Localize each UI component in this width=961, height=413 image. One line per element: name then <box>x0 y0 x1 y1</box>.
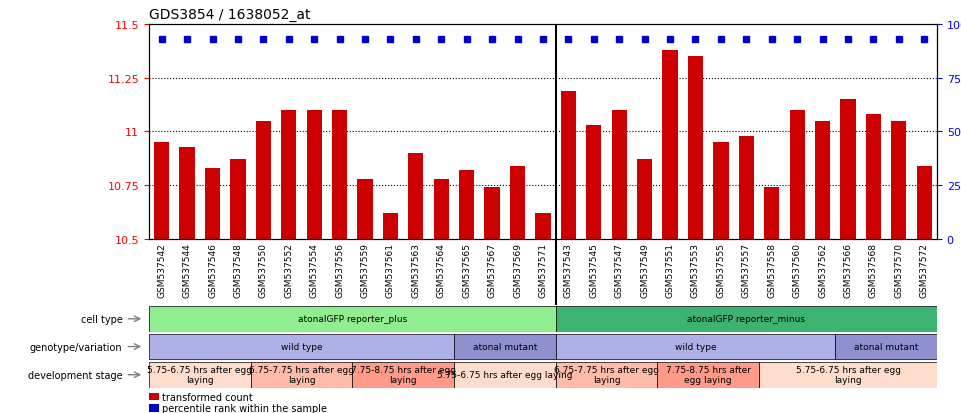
FancyBboxPatch shape <box>149 306 555 332</box>
Bar <box>433 179 449 240</box>
Text: GSM537544: GSM537544 <box>183 243 191 297</box>
Text: 5.75-6.75 hrs after egg
laying: 5.75-6.75 hrs after egg laying <box>796 365 900 385</box>
Bar <box>764 188 779 240</box>
Text: GSM537565: GSM537565 <box>462 243 471 298</box>
Text: GSM537554: GSM537554 <box>309 243 319 298</box>
Bar <box>154 143 169 240</box>
FancyBboxPatch shape <box>759 362 937 388</box>
Text: genotype/variation: genotype/variation <box>30 342 123 352</box>
Text: GSM537564: GSM537564 <box>437 243 446 298</box>
Bar <box>840 100 855 240</box>
Text: transformed count: transformed count <box>162 392 253 401</box>
Text: GSM537561: GSM537561 <box>386 243 395 298</box>
Text: cell type: cell type <box>81 314 123 324</box>
Bar <box>917 166 932 240</box>
Text: 7.75-8.75 hrs after egg
laying: 7.75-8.75 hrs after egg laying <box>351 365 456 385</box>
Bar <box>332 111 347 240</box>
Bar <box>561 91 576 240</box>
Text: GSM537543: GSM537543 <box>564 243 573 298</box>
FancyBboxPatch shape <box>353 362 454 388</box>
Text: GSM537545: GSM537545 <box>589 243 599 298</box>
Text: GSM537557: GSM537557 <box>742 243 751 298</box>
Text: GSM537546: GSM537546 <box>208 243 217 298</box>
Text: atonal mutant: atonal mutant <box>473 342 537 351</box>
Bar <box>382 214 398 240</box>
Text: GSM537542: GSM537542 <box>158 243 166 297</box>
Text: 7.75-8.75 hrs after
egg laying: 7.75-8.75 hrs after egg laying <box>666 365 751 385</box>
Bar <box>307 111 322 240</box>
Text: GSM537562: GSM537562 <box>818 243 827 298</box>
Text: GSM537549: GSM537549 <box>640 243 649 298</box>
Bar <box>815 121 830 240</box>
Text: GSM537566: GSM537566 <box>844 243 852 298</box>
Bar <box>408 154 424 240</box>
Bar <box>611 111 627 240</box>
Text: GSM537550: GSM537550 <box>259 243 268 298</box>
Text: atonal mutant: atonal mutant <box>854 342 919 351</box>
Text: GSM537553: GSM537553 <box>691 243 700 298</box>
Text: GSM537547: GSM537547 <box>615 243 624 298</box>
Text: percentile rank within the sample: percentile rank within the sample <box>162 403 328 413</box>
Text: development stage: development stage <box>28 370 123 380</box>
Text: 5.75-6.75 hrs after egg
laying: 5.75-6.75 hrs after egg laying <box>147 365 253 385</box>
Text: GSM537571: GSM537571 <box>538 243 548 298</box>
Text: GDS3854 / 1638052_at: GDS3854 / 1638052_at <box>149 8 310 22</box>
Text: GSM537552: GSM537552 <box>284 243 293 298</box>
Text: GSM537559: GSM537559 <box>360 243 370 298</box>
Bar <box>510 166 525 240</box>
Text: GSM537555: GSM537555 <box>716 243 726 298</box>
Text: GSM537570: GSM537570 <box>895 243 903 298</box>
Text: GSM537551: GSM537551 <box>666 243 675 298</box>
Bar <box>891 121 906 240</box>
Bar <box>256 121 271 240</box>
Text: GSM537568: GSM537568 <box>869 243 878 298</box>
Text: 5.75-6.75 hrs after egg laying: 5.75-6.75 hrs after egg laying <box>437 370 573 379</box>
Bar <box>205 169 220 240</box>
Text: GSM537572: GSM537572 <box>920 243 928 298</box>
Text: GSM537560: GSM537560 <box>793 243 801 298</box>
Bar <box>739 136 754 240</box>
FancyBboxPatch shape <box>555 334 835 360</box>
Bar <box>713 143 728 240</box>
Text: atonalGFP reporter_plus: atonalGFP reporter_plus <box>298 315 407 323</box>
Bar <box>790 111 804 240</box>
FancyBboxPatch shape <box>454 362 555 388</box>
Bar <box>484 188 500 240</box>
Text: atonalGFP reporter_minus: atonalGFP reporter_minus <box>687 315 805 323</box>
Text: GSM537563: GSM537563 <box>411 243 420 298</box>
Bar <box>180 147 195 240</box>
Bar <box>662 50 678 240</box>
Text: 6.75-7.75 hrs after egg
laying: 6.75-7.75 hrs after egg laying <box>249 365 354 385</box>
Text: wild type: wild type <box>675 342 716 351</box>
FancyBboxPatch shape <box>149 362 251 388</box>
FancyBboxPatch shape <box>657 362 759 388</box>
Bar <box>586 126 602 240</box>
Text: GSM537567: GSM537567 <box>487 243 497 298</box>
Text: GSM537558: GSM537558 <box>767 243 776 298</box>
FancyBboxPatch shape <box>555 306 937 332</box>
Bar <box>535 214 551 240</box>
FancyBboxPatch shape <box>251 362 353 388</box>
FancyBboxPatch shape <box>149 334 454 360</box>
Bar <box>637 160 653 240</box>
Bar <box>149 392 159 401</box>
Bar <box>231 160 246 240</box>
FancyBboxPatch shape <box>454 334 555 360</box>
Text: GSM537556: GSM537556 <box>335 243 344 298</box>
Bar <box>357 179 373 240</box>
Text: wild type: wild type <box>281 342 322 351</box>
Bar <box>282 111 296 240</box>
Text: GSM537548: GSM537548 <box>234 243 242 298</box>
Bar <box>688 57 703 240</box>
Bar <box>459 171 475 240</box>
FancyBboxPatch shape <box>555 362 657 388</box>
Bar <box>149 404 159 412</box>
Text: 6.75-7.75 hrs after egg
laying: 6.75-7.75 hrs after egg laying <box>554 365 659 385</box>
Text: GSM537569: GSM537569 <box>513 243 522 298</box>
Bar <box>866 115 881 240</box>
FancyBboxPatch shape <box>835 334 937 360</box>
